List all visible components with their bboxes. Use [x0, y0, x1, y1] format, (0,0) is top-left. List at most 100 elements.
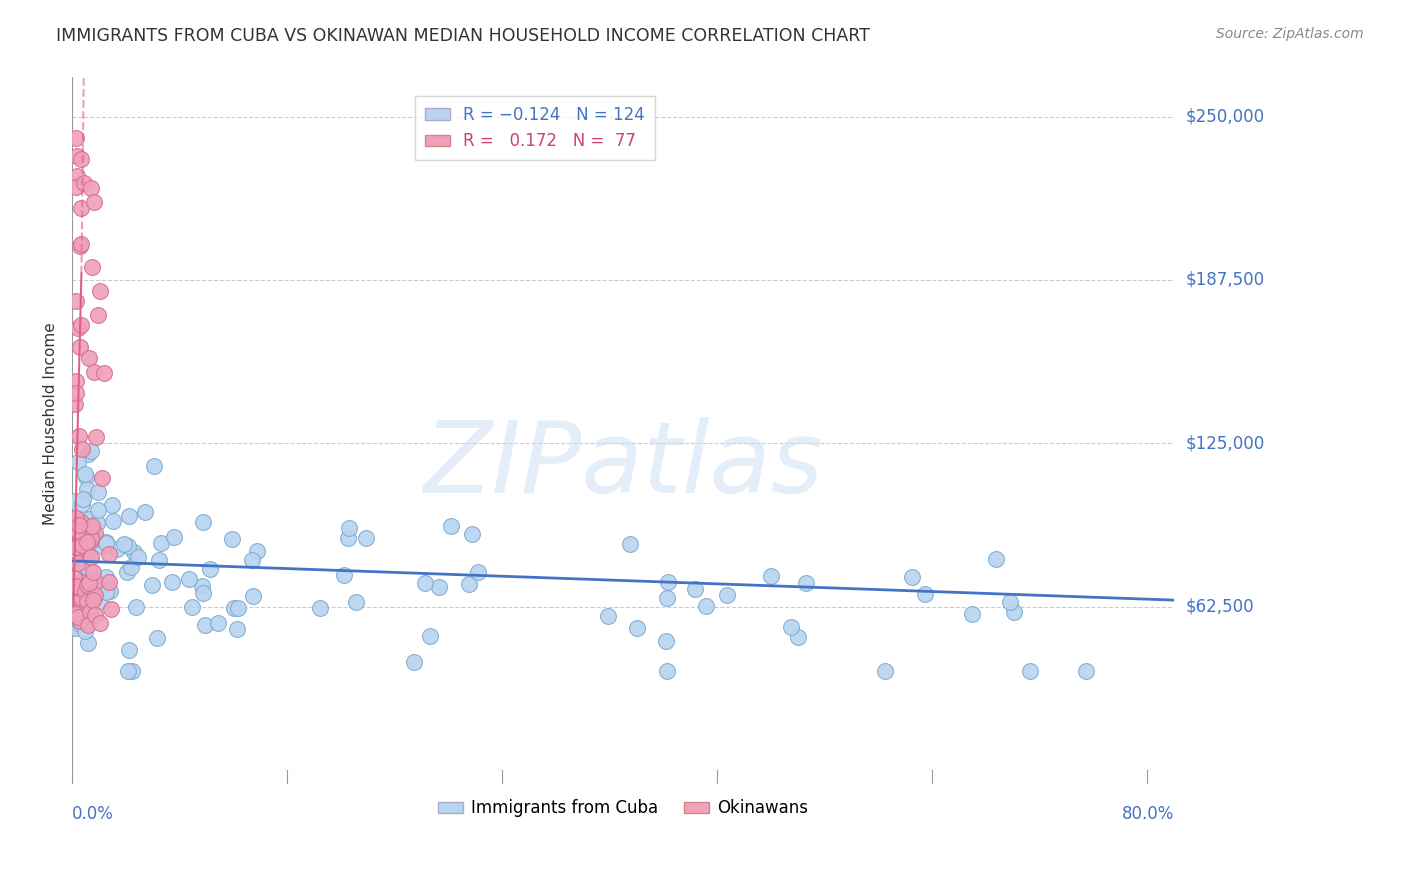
Point [198, 562, 221, 576]
Point [70, 201, 93, 215]
Point [86, 579, 108, 593]
Point [82, 592, 104, 607]
Point [83, 532, 105, 546]
Point [98, 575, 121, 590]
Text: ZIPatlas: ZIPatlas [423, 417, 823, 514]
Point [69, 318, 91, 332]
Point [84, 430, 107, 444]
Point [98, 547, 121, 561]
Point [73, 529, 96, 543]
Point [62, 494, 84, 508]
Point [222, 601, 245, 615]
Point [86, 516, 108, 531]
Point [655, 591, 678, 605]
Point [65, 586, 87, 600]
Point [66, 149, 89, 163]
Point [901, 570, 924, 584]
Point [457, 577, 479, 591]
Point [72, 590, 94, 604]
Point [76, 616, 98, 631]
Point [70, 591, 93, 606]
Point [117, 565, 139, 579]
Point [117, 540, 139, 554]
Point [82, 260, 104, 274]
Point [91, 576, 114, 591]
Point [75, 574, 97, 588]
Point [225, 623, 247, 637]
Point [63, 580, 86, 594]
Point [80, 444, 103, 458]
Point [695, 599, 717, 614]
Point [181, 599, 204, 614]
Point [70, 535, 93, 549]
Point [98, 584, 121, 599]
Point [336, 532, 359, 546]
Text: 80.0%: 80.0% [1122, 805, 1174, 822]
Point [117, 664, 139, 678]
Point [914, 587, 936, 601]
Point [80, 181, 103, 195]
Point [337, 521, 360, 535]
Point [79, 531, 101, 545]
Point [79, 571, 101, 585]
Point [77, 563, 100, 577]
Point [87, 503, 110, 517]
Point [77, 351, 100, 366]
Point [207, 616, 229, 631]
Point [984, 552, 1007, 566]
Point [77, 512, 100, 526]
Point [80, 550, 103, 565]
Point [84, 526, 107, 541]
Point [65, 386, 87, 401]
Point [193, 585, 215, 599]
Point [75, 584, 97, 599]
Point [309, 601, 332, 615]
Point [62, 594, 84, 608]
Point [66, 169, 89, 183]
Point [191, 579, 214, 593]
Point [100, 602, 122, 616]
Point [62, 571, 84, 585]
Point [79, 606, 101, 620]
Point [402, 655, 425, 669]
Point [70, 574, 93, 589]
Point [80, 533, 103, 547]
Point [467, 565, 489, 579]
Point [142, 459, 165, 474]
Point [333, 568, 356, 582]
Point [655, 634, 678, 648]
Point [163, 530, 186, 544]
Point [72, 491, 94, 506]
Point [73, 624, 96, 638]
Point [84, 574, 107, 589]
Point [1019, 664, 1042, 678]
Point [69, 153, 91, 167]
Point [83, 607, 105, 622]
Point [461, 527, 484, 541]
Point [69, 517, 91, 532]
Point [626, 620, 648, 634]
Point [1002, 605, 1025, 619]
Point [76, 618, 98, 632]
Point [427, 580, 450, 594]
Point [193, 516, 215, 530]
Point [69, 239, 91, 253]
Point [76, 482, 98, 496]
Point [101, 514, 124, 528]
Point [73, 613, 96, 627]
Point [598, 609, 620, 624]
Text: $125,000: $125,000 [1185, 434, 1264, 452]
Point [413, 575, 436, 590]
Point [76, 636, 98, 650]
Point [69, 532, 91, 546]
Point [242, 589, 264, 603]
Point [67, 526, 90, 541]
Point [66, 524, 89, 538]
Point [73, 176, 96, 190]
Point [440, 519, 463, 533]
Point [75, 544, 97, 558]
Point [77, 575, 100, 590]
Point [65, 544, 87, 558]
Point [65, 579, 87, 593]
Point [759, 569, 782, 583]
